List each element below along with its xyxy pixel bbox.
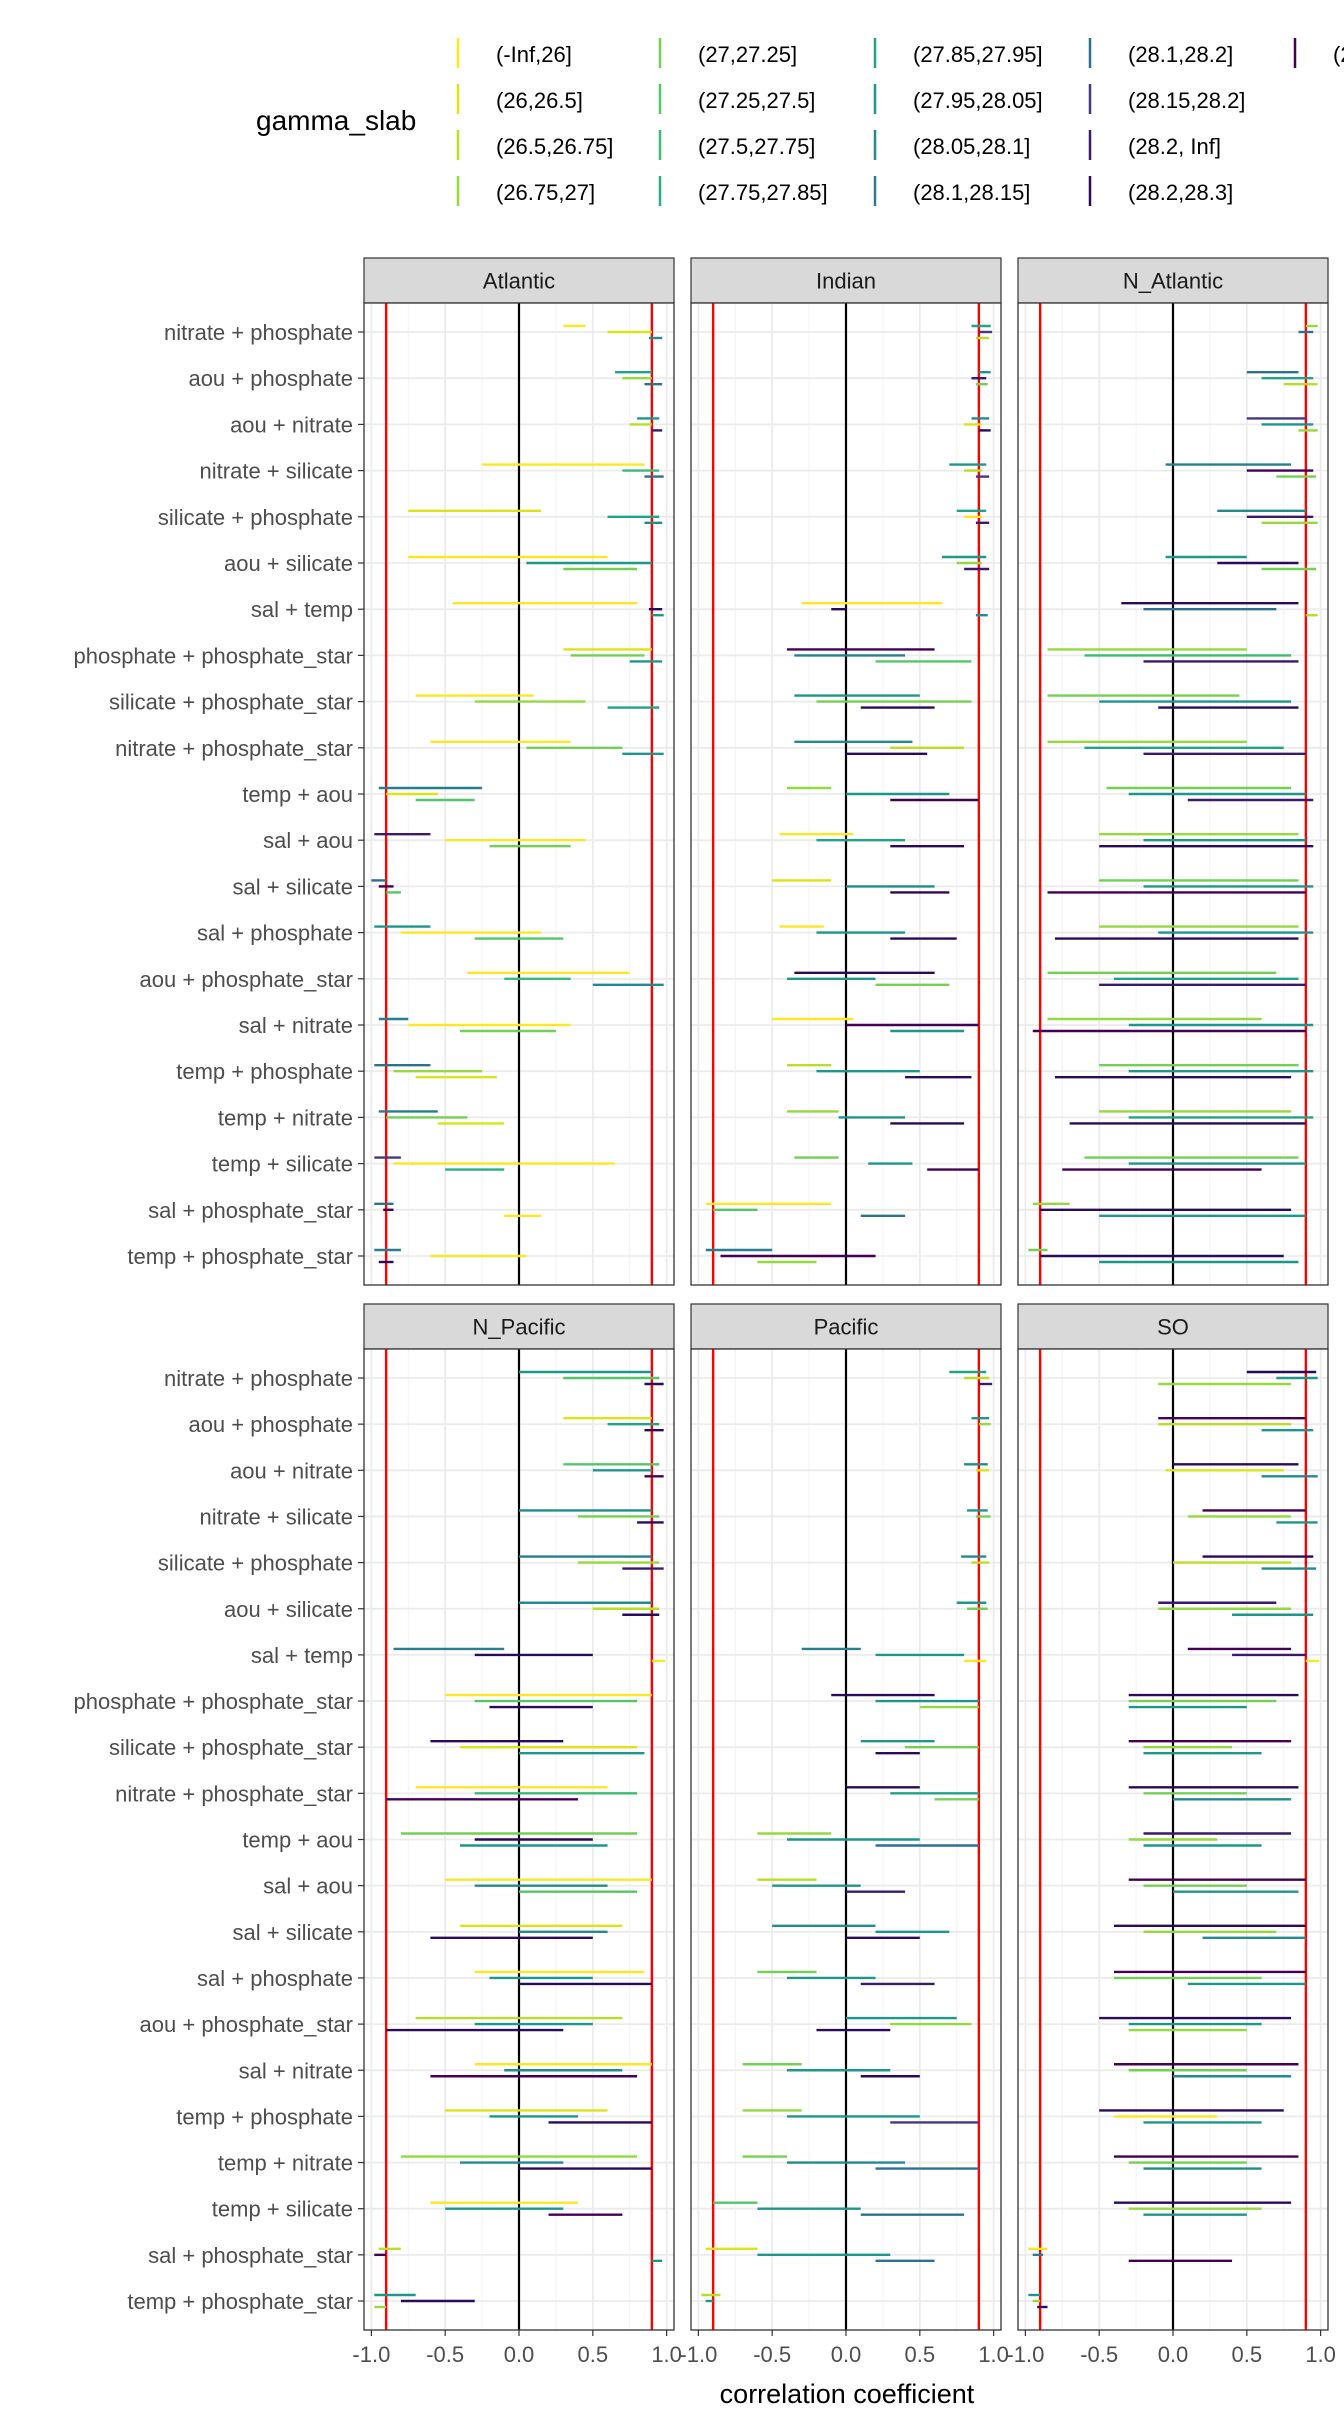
legend-label: (26.75,27] — [496, 180, 595, 205]
y-tick-label: sal + phosphate — [197, 1966, 353, 1991]
y-tick-label: silicate + phosphate — [158, 1551, 353, 1576]
legend: gamma_slab (-Inf,26] (26,26.5] (26.5,26.75… — [256, 38, 1344, 206]
legend-title: gamma_slab — [256, 105, 416, 136]
facet-strip-label: Atlantic — [483, 269, 555, 294]
x-tick-label: -0.5 — [753, 2342, 791, 2367]
x-tick-label: -1.0 — [352, 2342, 390, 2367]
y-tick-label: sal + aou — [263, 1874, 353, 1899]
y-tick-label: nitrate + silicate — [200, 1504, 353, 1529]
y-tick-label: nitrate + phosphate_star — [115, 1781, 353, 1806]
y-tick-label: phosphate + phosphate_star — [73, 1689, 353, 1714]
facet-strip-label: N_Atlantic — [1123, 269, 1223, 294]
x-tick-label: -0.5 — [426, 2342, 464, 2367]
y-tick-label: silicate + phosphate — [158, 505, 353, 530]
x-tick-label: 1.0 — [1305, 2342, 1336, 2367]
facet-strip-label: SO — [1157, 1315, 1189, 1340]
legend-label: (28.3,28.4] — [1333, 42, 1344, 67]
y-tick-label: sal + silicate — [233, 874, 353, 899]
facet-panel: Pacific -1.0 -0.5 0.0 0.5 1.0 — [679, 1303, 1009, 2367]
y-tick-label: temp + silicate — [212, 2197, 353, 2222]
legend-label: (28.1,28.15] — [913, 180, 1030, 205]
y-tick-label: silicate + phosphate_star — [109, 690, 353, 715]
y-tick-label: sal + temp — [251, 597, 353, 622]
x-tick-label: 0.5 — [905, 2342, 936, 2367]
x-tick-label: 0.0 — [1158, 2342, 1189, 2367]
y-tick-label: aou + nitrate — [230, 412, 353, 437]
y-tick-label: nitrate + phosphate_star — [115, 736, 353, 761]
y-tick-label: temp + silicate — [212, 1152, 353, 1177]
y-tick-label: sal + silicate — [233, 1920, 353, 1945]
y-tick-label: sal + temp — [251, 1643, 353, 1668]
facet-strip — [690, 1303, 1002, 1350]
y-tick-label: nitrate + silicate — [200, 459, 353, 484]
y-tick-label: aou + phosphate_star — [140, 967, 353, 992]
legend-label: (28.05,28.1] — [913, 134, 1030, 159]
x-tick-label: 0.0 — [831, 2342, 862, 2367]
facet-panel: Atlantic nitrate + phosphate aou + phospha… — [73, 257, 675, 1286]
legend-label: (27.5,27.75] — [698, 134, 815, 159]
x-tick-label: 0.5 — [1232, 2342, 1263, 2367]
x-tick-label: -1.0 — [679, 2342, 717, 2367]
legend-label: (27.85,27.95] — [913, 42, 1043, 67]
y-tick-label: aou + silicate — [224, 1597, 353, 1622]
y-tick-label: aou + silicate — [224, 551, 353, 576]
y-tick-label: sal + phosphate_star — [148, 2243, 353, 2268]
y-tick-label: aou + phosphate — [188, 1412, 353, 1437]
facet-panel: Indian — [690, 257, 1002, 1286]
legend-label: (27.95,28.05] — [913, 88, 1043, 113]
y-tick-label: silicate + phosphate_star — [109, 1735, 353, 1760]
facet-panel: SO -1.0 -0.5 0.0 0.5 1.0 — [1006, 1303, 1336, 2367]
x-tick-label: -0.5 — [1080, 2342, 1118, 2367]
y-tick-label: sal + nitrate — [239, 1013, 353, 1038]
legend-label: (27,27.25] — [698, 42, 797, 67]
x-tick-label: 1.0 — [651, 2342, 682, 2367]
x-tick-label: -1.0 — [1006, 2342, 1044, 2367]
x-tick-label: 0.0 — [504, 2342, 535, 2367]
legend-label: (27.75,27.85] — [698, 180, 828, 205]
y-tick-label: temp + phosphate_star — [127, 1244, 353, 1269]
y-tick-label: temp + phosphate — [176, 2104, 353, 2129]
panel-border — [690, 302, 1002, 1286]
y-tick-label: sal + phosphate — [197, 921, 353, 946]
facet-strip — [363, 257, 675, 304]
facet-strip — [1017, 257, 1329, 304]
facet-strip-label: N_Pacific — [473, 1315, 566, 1340]
y-tick-label: temp + phosphate_star — [127, 2289, 353, 2314]
legend-label: (26,26.5] — [496, 88, 583, 113]
facet-strip — [1017, 1303, 1329, 1350]
y-tick-label: aou + nitrate — [230, 1458, 353, 1483]
y-tick-label: sal + nitrate — [239, 2058, 353, 2083]
facet-strip-label: Pacific — [814, 1315, 879, 1340]
legend-label: (28.15,28.2] — [1128, 88, 1245, 113]
x-axis-label: correlation coefficient — [720, 2379, 975, 2409]
legend-label: (27.25,27.5] — [698, 88, 815, 113]
facet-strip — [363, 1303, 675, 1350]
y-tick-label: temp + aou — [242, 782, 353, 807]
y-tick-label: aou + phosphate_star — [140, 2012, 353, 2037]
y-tick-label: nitrate + phosphate — [164, 1366, 353, 1391]
y-tick-label: temp + aou — [242, 1828, 353, 1853]
y-tick-label: temp + nitrate — [218, 2151, 353, 2176]
legend-label: (-Inf,26] — [496, 42, 572, 67]
x-tick-label: 0.5 — [578, 2342, 609, 2367]
y-tick-label: aou + phosphate — [188, 366, 353, 391]
facet-panel: N_Atlantic — [1017, 257, 1329, 1286]
legend-label: (28.1,28.2] — [1128, 42, 1233, 67]
y-tick-label: nitrate + phosphate — [164, 320, 353, 345]
facet-panels: Atlantic nitrate + phosphate aou + phospha… — [73, 257, 1336, 2367]
legend-label: (26.5,26.75] — [496, 134, 613, 159]
x-tick-label: 1.0 — [978, 2342, 1009, 2367]
y-tick-label: sal + aou — [263, 828, 353, 853]
legend-label: (28.2,28.3] — [1128, 180, 1233, 205]
legend-label: (28.2, Inf] — [1128, 134, 1221, 159]
y-tick-label: phosphate + phosphate_star — [73, 643, 353, 668]
panel-border — [1017, 302, 1329, 1286]
facet-strip-label: Indian — [816, 269, 876, 294]
y-tick-label: temp + phosphate — [176, 1059, 353, 1084]
y-tick-label: temp + nitrate — [218, 1105, 353, 1130]
y-tick-label: sal + phosphate_star — [148, 1198, 353, 1223]
